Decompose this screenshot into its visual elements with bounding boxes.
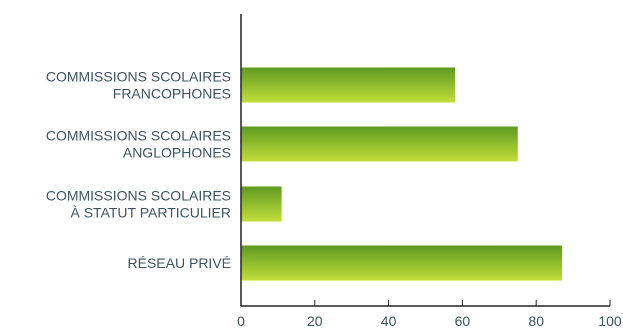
category-label: ANGLOPHONES (123, 145, 231, 161)
category-label: COMMISSIONS SCOLAIRES (46, 128, 231, 144)
x-axis-ticks: 0 20 40 60 80 100 (237, 300, 622, 328)
bar-1 (241, 67, 456, 103)
category-label: À STATUT PARTICULIER (70, 205, 231, 221)
x-tick-label: 80 (528, 313, 544, 328)
bars (241, 67, 563, 281)
bar-3 (241, 186, 282, 222)
x-tick-label: 60 (455, 313, 471, 328)
category-label: COMMISSIONS SCOLAIRES (46, 188, 231, 204)
x-tick-label: 40 (381, 313, 397, 328)
x-tick-label: 100 (598, 313, 622, 328)
bar-4 (241, 245, 563, 281)
category-label: COMMISSIONS SCOLAIRES (46, 69, 231, 85)
category-label: FRANCOPHONES (113, 86, 231, 102)
bar-2 (241, 126, 518, 162)
x-tick-label: 20 (307, 313, 323, 328)
category-label: RÉSEAU PRIVÉ (128, 255, 231, 271)
category-labels: COMMISSIONS SCOLAIRESFRANCOPHONESCOMMISS… (46, 69, 231, 272)
x-tick-label: 0 (237, 313, 245, 328)
